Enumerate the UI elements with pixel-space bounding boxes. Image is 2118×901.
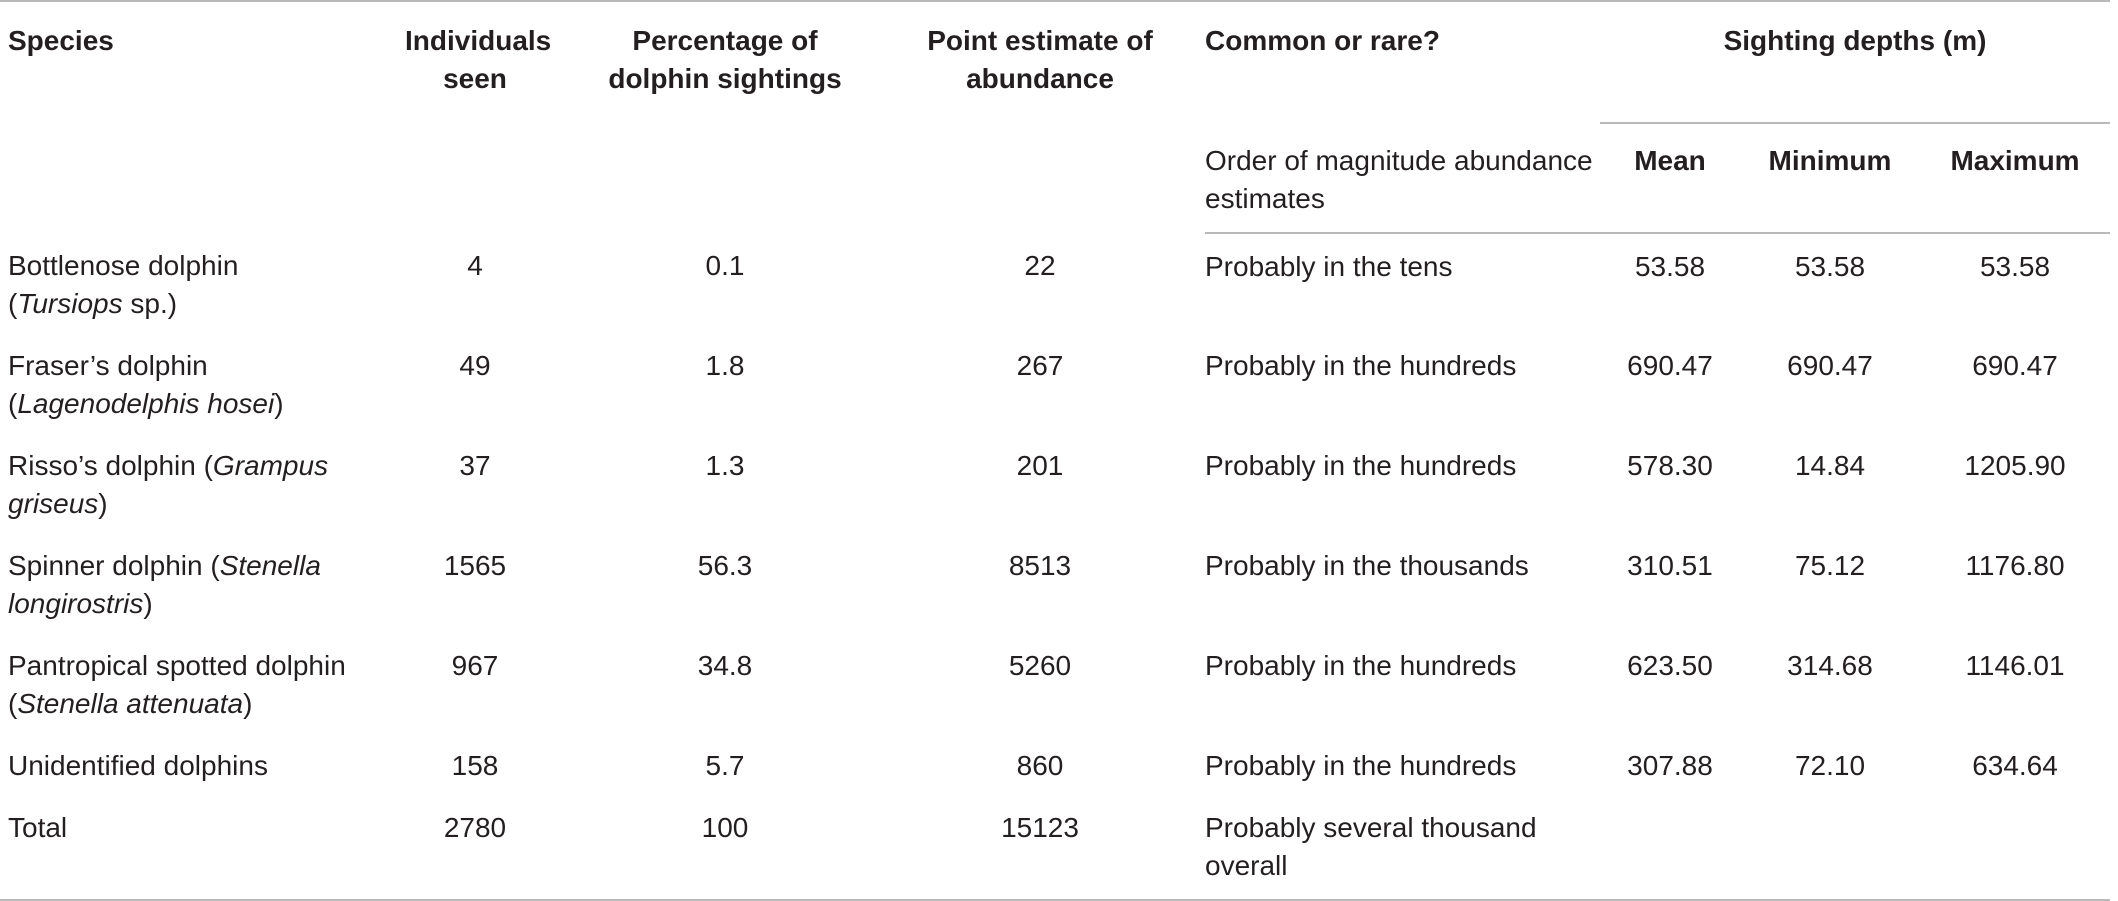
header-sighting-depths-label: Sighting depths (m) [1723, 25, 1987, 56]
cell-percentage: 1.8 [705, 350, 745, 381]
cell-point-estimate: 201 [1016, 450, 1064, 481]
species-paren-close: ) [274, 388, 284, 419]
table-row: Fraser’s dolphin (Lagenodelphis hosei) 49 1… [0, 333, 2110, 433]
species-paren-open: ( [8, 388, 18, 419]
species-common-name: Spinner dolphin ( [8, 550, 220, 581]
cell-individuals: 4 [467, 250, 483, 281]
cell-depth-max: 53.58 [1979, 251, 2051, 282]
header-common-rare-note: Order of magnitude abundance estimates [1205, 122, 1600, 234]
cell-depth-min: 72.10 [1794, 750, 1866, 781]
cell-status: Probably in the thousands [1205, 550, 1529, 581]
header-individuals: Individuals seen [375, 0, 575, 233]
species-scientific-name: Grampus griseus [8, 450, 329, 519]
species-common-name: Pantropical spotted dolphin [8, 650, 346, 681]
cell-depth-mean [1600, 795, 1740, 901]
cell-depth-mean: 53.58 [1634, 251, 1706, 282]
cell-point-estimate: 8513 [1008, 550, 1072, 581]
cell-individuals: 2780 [375, 795, 575, 901]
cell-individuals: 158 [451, 750, 499, 781]
species-scientific-name: Tursiops [17, 288, 123, 319]
cell-species: Spinner dolphin (Stenella longirostris) [0, 533, 375, 633]
cell-species: Total [0, 795, 375, 901]
table-row: Bottlenose dolphin (Tursiops sp.) 4 0.1 22 Pr… [0, 233, 2110, 333]
cell-status: Probably in the tens [1205, 251, 1453, 282]
header-maximum: Maximum [1920, 122, 2111, 234]
table-row: Spinner dolphin (Stenella longirostris) 1… [0, 533, 2110, 633]
header-mean: Mean [1600, 122, 1740, 234]
species-scientific-name: Stenella longirostris [8, 550, 321, 619]
cell-status: Probably in the hundreds [1205, 450, 1517, 481]
cell-point-estimate: 15123 [875, 795, 1205, 901]
table-row: Unidentified dolphins 158 5.7 860 Probably i… [0, 733, 2110, 795]
cell-individuals: 37 [459, 450, 491, 481]
species-scientific-name: Stenella attenuata [17, 688, 244, 719]
table-row: Pantropical spotted dolphin (Stenella att… [0, 633, 2110, 733]
cell-depth-max: 1205.90 [1964, 450, 2066, 481]
cell-depth-mean: 310.51 [1627, 550, 1713, 581]
cell-depth-mean: 307.88 [1627, 750, 1713, 781]
species-common-name: Unidentified dolphins [8, 750, 268, 781]
header-sighting-depths: Sighting depths (m) [1600, 0, 2111, 124]
header-point-estimate: Point estimate of abundance [875, 0, 1205, 233]
cell-species: Pantropical spotted dolphin (Stenella att… [0, 633, 375, 733]
cell-individuals: 1565 [443, 550, 507, 581]
cell-percentage: 34.8 [697, 650, 753, 681]
cell-point-estimate: 5260 [1008, 650, 1072, 681]
cell-depth-min: 690.47 [1787, 350, 1873, 381]
cell-point-estimate: 267 [1016, 350, 1064, 381]
species-paren-close: ) [143, 588, 153, 619]
cell-point-estimate: 22 [1024, 250, 1056, 281]
species-paren-close: ) [98, 488, 108, 519]
cell-status: Probably in the hundreds [1205, 750, 1517, 781]
species-paren-open: ( [8, 288, 18, 319]
cell-individuals: 967 [451, 650, 499, 681]
cell-depth-mean: 690.47 [1627, 350, 1713, 381]
cell-species: Unidentified dolphins [0, 733, 375, 795]
cell-status: Probably several thousand overall [1205, 795, 1600, 901]
cell-depth-max: 690.47 [1972, 350, 2058, 381]
species-common-name: Risso’s dolphin ( [8, 450, 213, 481]
cell-status: Probably in the hundreds [1205, 350, 1517, 381]
cell-depth-max: 1176.80 [1965, 550, 2065, 581]
header-percentage: Percentage of dolphin sightings [575, 0, 875, 233]
cell-depth-mean: 578.30 [1627, 450, 1713, 481]
cell-depth-min: 314.68 [1787, 650, 1873, 681]
header-common-rare: Common or rare? [1205, 0, 1600, 122]
header-species: Species [0, 0, 375, 233]
species-paren-close: sp.) [122, 288, 178, 319]
cell-percentage: 5.7 [705, 750, 745, 781]
cell-depth-max: 1146.01 [1965, 650, 2065, 681]
header-minimum: Minimum [1740, 122, 1920, 234]
cell-depth-min: 53.58 [1794, 251, 1866, 282]
species-paren-close: ) [243, 688, 253, 719]
species-scientific-name: Lagenodelphis hosei [17, 388, 275, 419]
cell-depth-max: 634.64 [1972, 750, 2058, 781]
cell-species: Bottlenose dolphin (Tursiops sp.) [0, 233, 375, 333]
species-common-name: Total [8, 812, 68, 843]
species-paren-open: ( [8, 688, 18, 719]
cell-percentage: 100 [575, 795, 875, 901]
table-row: Total 2780 100 15123 Probably several thousa… [0, 795, 2111, 901]
cell-percentage: 0.1 [705, 250, 745, 281]
cell-species: Risso’s dolphin (Grampus griseus) [0, 433, 375, 533]
cell-status: Probably in the hundreds [1205, 650, 1517, 681]
cell-individuals: 49 [459, 350, 491, 381]
cell-depth-min [1740, 795, 1920, 901]
cell-depth-min: 14.84 [1794, 450, 1866, 481]
table-row: Risso’s dolphin (Grampus griseus) 37 1.3 20… [0, 433, 2110, 533]
table-body: Bottlenose dolphin (Tursiops sp.) 4 0.1 22 Pr… [0, 233, 2111, 901]
cell-depth-mean: 623.50 [1627, 650, 1713, 681]
sighting-depths-rule [1600, 122, 2111, 124]
cell-percentage: 1.3 [705, 450, 745, 481]
cell-depth-min: 75.12 [1794, 550, 1866, 581]
cell-point-estimate: 860 [1016, 750, 1064, 781]
species-common-name: Fraser’s dolphin [8, 350, 208, 381]
cell-percentage: 56.3 [697, 550, 753, 581]
cell-species: Fraser’s dolphin (Lagenodelphis hosei) [0, 333, 375, 433]
cell-depth-max [1920, 795, 2111, 901]
species-common-name: Bottlenose dolphin [8, 250, 239, 281]
